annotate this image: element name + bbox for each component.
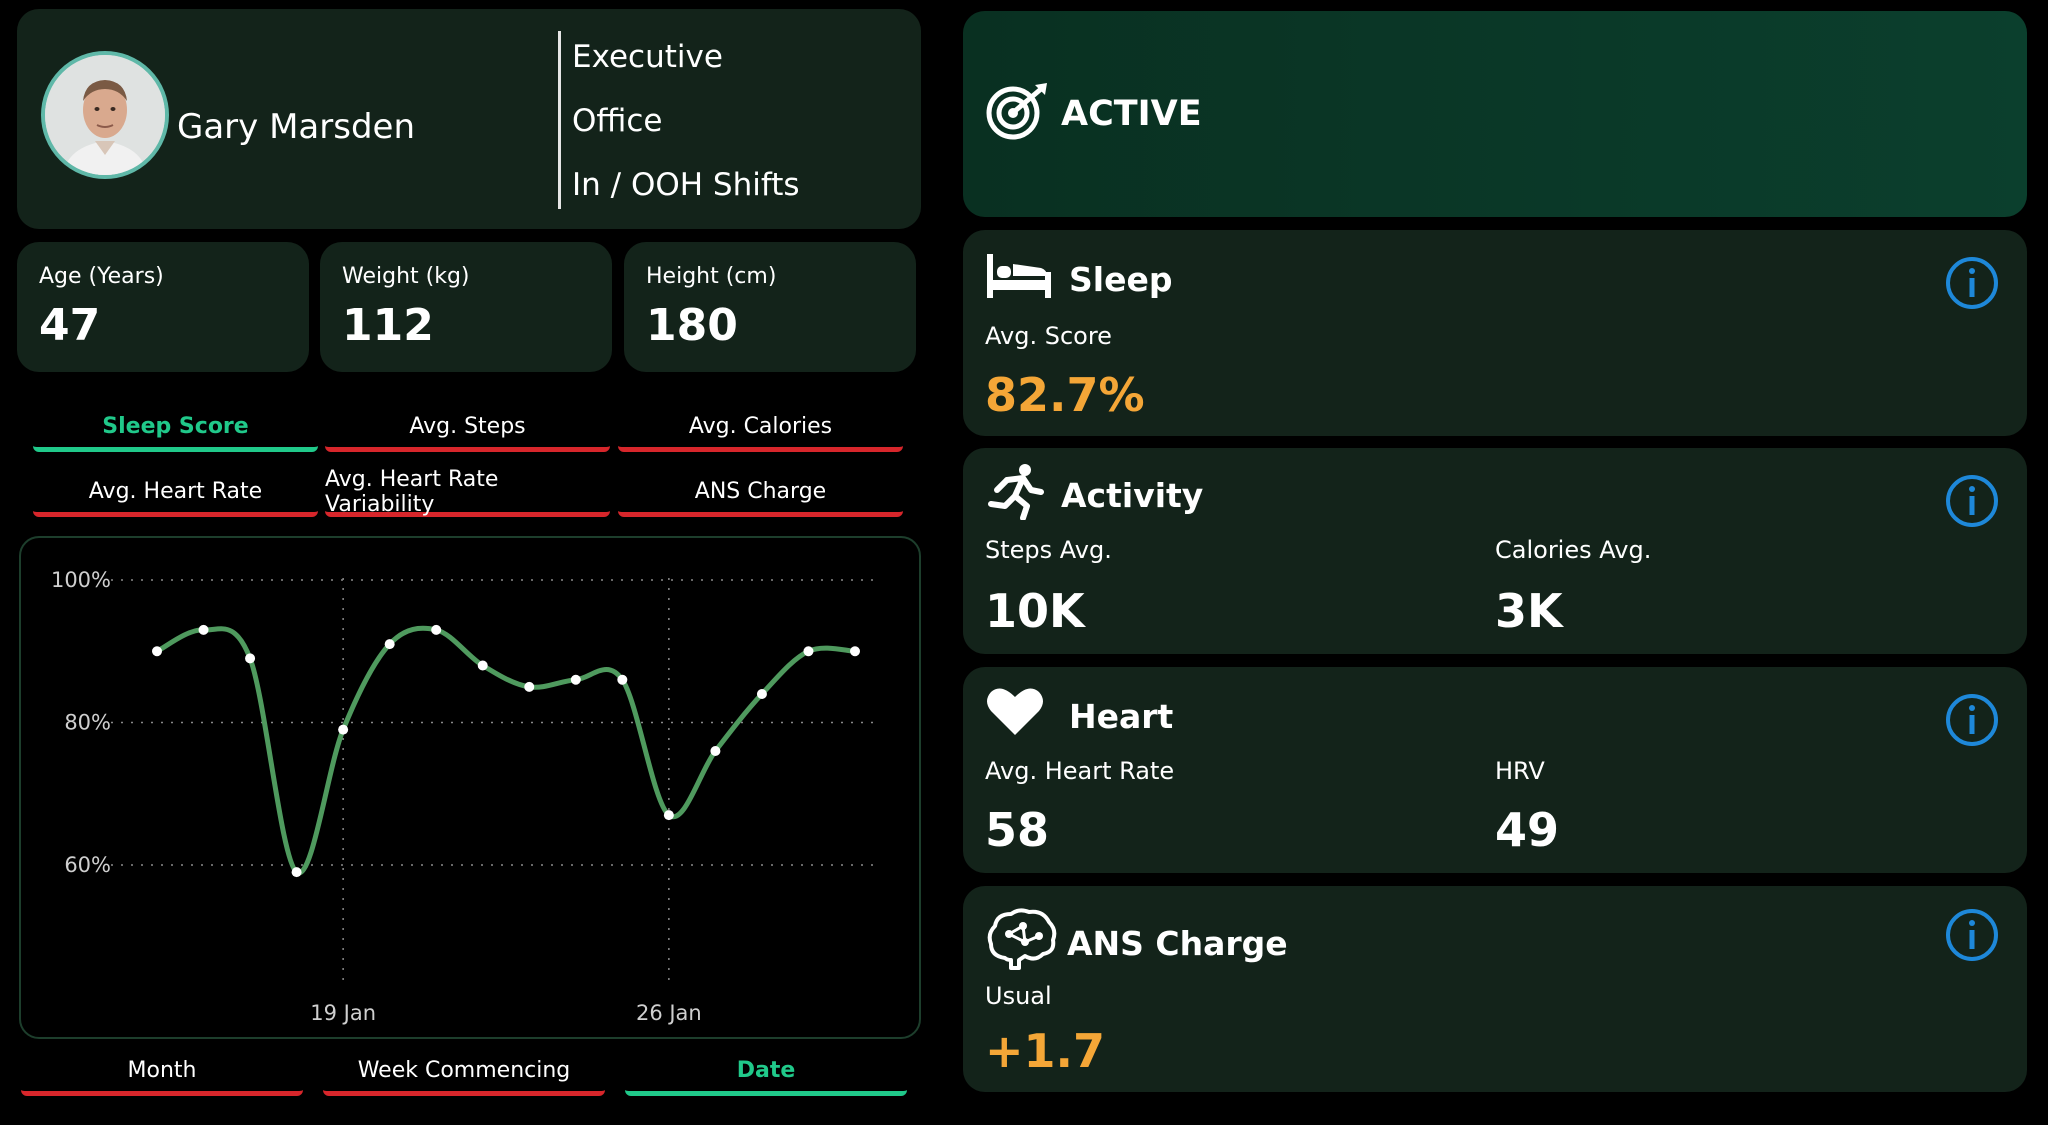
tab-week-commencing[interactable]: Week Commencing	[323, 1050, 605, 1096]
stat-weight: Weight (kg) 112	[320, 242, 612, 372]
sleep-score-value: 82.7%	[985, 368, 1145, 422]
stat-label: Weight (kg)	[342, 264, 470, 289]
sleep-info-icon[interactable]	[1945, 256, 1999, 310]
stat-age: Age (Years) 47	[17, 242, 309, 372]
stat-value: 180	[646, 300, 738, 351]
hrv-value: 49	[1495, 803, 1560, 857]
data-point[interactable]	[384, 639, 395, 650]
heart-rate-value: 58	[985, 803, 1050, 857]
avatar-image	[45, 55, 165, 175]
data-point[interactable]	[570, 674, 581, 685]
data-point[interactable]	[850, 646, 860, 657]
activity-title: Activity	[1061, 476, 1204, 515]
tab-date[interactable]: Date	[625, 1050, 907, 1096]
brain-icon	[987, 908, 1057, 970]
tab-avg-heart-rate[interactable]: Avg. Heart Rate	[33, 471, 318, 517]
ans-charge-card: ANS Charge Usual +1.7	[963, 886, 2027, 1092]
tab-avg-hrv[interactable]: Avg. Heart Rate Variability	[325, 467, 610, 517]
tab-ans-charge[interactable]: ANS Charge	[618, 471, 903, 517]
status-label: ACTIVE	[1061, 94, 1202, 134]
data-point[interactable]	[756, 689, 767, 699]
target-icon	[986, 83, 1047, 140]
ans-title: ANS Charge	[1067, 924, 1288, 963]
data-point[interactable]	[291, 867, 302, 878]
stat-label: Height (cm)	[646, 264, 777, 289]
stat-label: Age (Years)	[39, 264, 164, 289]
y-tick-label: 60%	[64, 853, 111, 877]
line-chart: 60% 80% 100% 19 Jan 26 Jan	[51, 568, 877, 1025]
steps-label: Steps Avg.	[985, 536, 1112, 564]
tab-avg-steps[interactable]: Avg. Steps	[325, 406, 610, 452]
activity-info-icon[interactable]	[1945, 474, 1999, 528]
ans-info-icon[interactable]	[1945, 908, 1999, 962]
data-point[interactable]	[663, 810, 674, 821]
sleep-score-label: Avg. Score	[985, 322, 1112, 350]
ans-value: +1.7	[985, 1024, 1106, 1078]
data-point[interactable]	[617, 674, 628, 685]
heart-card: Heart Avg. Heart Rate 58 HRV 49	[963, 667, 2027, 873]
role-line-2: Office	[572, 103, 663, 139]
calories-label: Calories Avg.	[1495, 536, 1652, 564]
sleep-title: Sleep	[1069, 260, 1173, 299]
stat-value: 112	[342, 300, 434, 351]
data-point[interactable]	[710, 746, 721, 756]
data-point[interactable]	[152, 646, 162, 657]
activity-card: Activity Steps Avg. 10K Calories Avg. 3K	[963, 448, 2027, 654]
bed-icon	[987, 254, 1051, 298]
series-line	[154, 625, 858, 876]
hrv-label: HRV	[1495, 757, 1545, 785]
profile-card: Gary Marsden Executive Office In / OOH S…	[17, 9, 921, 229]
profile-divider	[558, 31, 561, 209]
heart-rate-label: Avg. Heart Rate	[985, 757, 1175, 785]
tab-avg-calories[interactable]: Avg. Calories	[618, 406, 903, 452]
stat-height: Height (cm) 180	[624, 242, 916, 372]
data-point[interactable]	[803, 646, 814, 657]
heart-info-icon[interactable]	[1945, 693, 1999, 747]
sleep-card: Sleep Avg. Score 82.7%	[963, 230, 2027, 436]
x-tick-label: 26 Jan	[636, 1001, 702, 1025]
data-point[interactable]	[338, 724, 349, 735]
avatar	[41, 51, 169, 179]
data-point[interactable]	[245, 653, 256, 664]
tab-month[interactable]: Month	[21, 1050, 303, 1096]
y-tick-label: 100%	[51, 568, 111, 592]
role-line-3: In / OOH Shifts	[572, 167, 800, 203]
stat-value: 47	[39, 300, 101, 351]
data-point[interactable]	[524, 681, 535, 692]
status-card: ACTIVE	[963, 11, 2027, 217]
data-point[interactable]	[431, 624, 442, 635]
data-point[interactable]	[198, 624, 209, 635]
calories-value: 3K	[1495, 584, 1563, 638]
data-point[interactable]	[477, 660, 488, 671]
sleep-score-chart: 60% 80% 100% 19 Jan 26 Jan	[19, 536, 921, 1039]
profile-name: Gary Marsden	[177, 107, 415, 147]
y-tick-label: 80%	[64, 711, 111, 735]
ans-status-label: Usual	[985, 982, 1052, 1010]
heart-title: Heart	[1069, 697, 1174, 736]
heart-icon	[987, 688, 1043, 735]
steps-value: 10K	[985, 584, 1085, 638]
x-tick-label: 19 Jan	[310, 1001, 376, 1025]
running-icon	[988, 464, 1044, 520]
tab-sleep-score[interactable]: Sleep Score	[33, 406, 318, 452]
role-line-1: Executive	[572, 39, 723, 75]
